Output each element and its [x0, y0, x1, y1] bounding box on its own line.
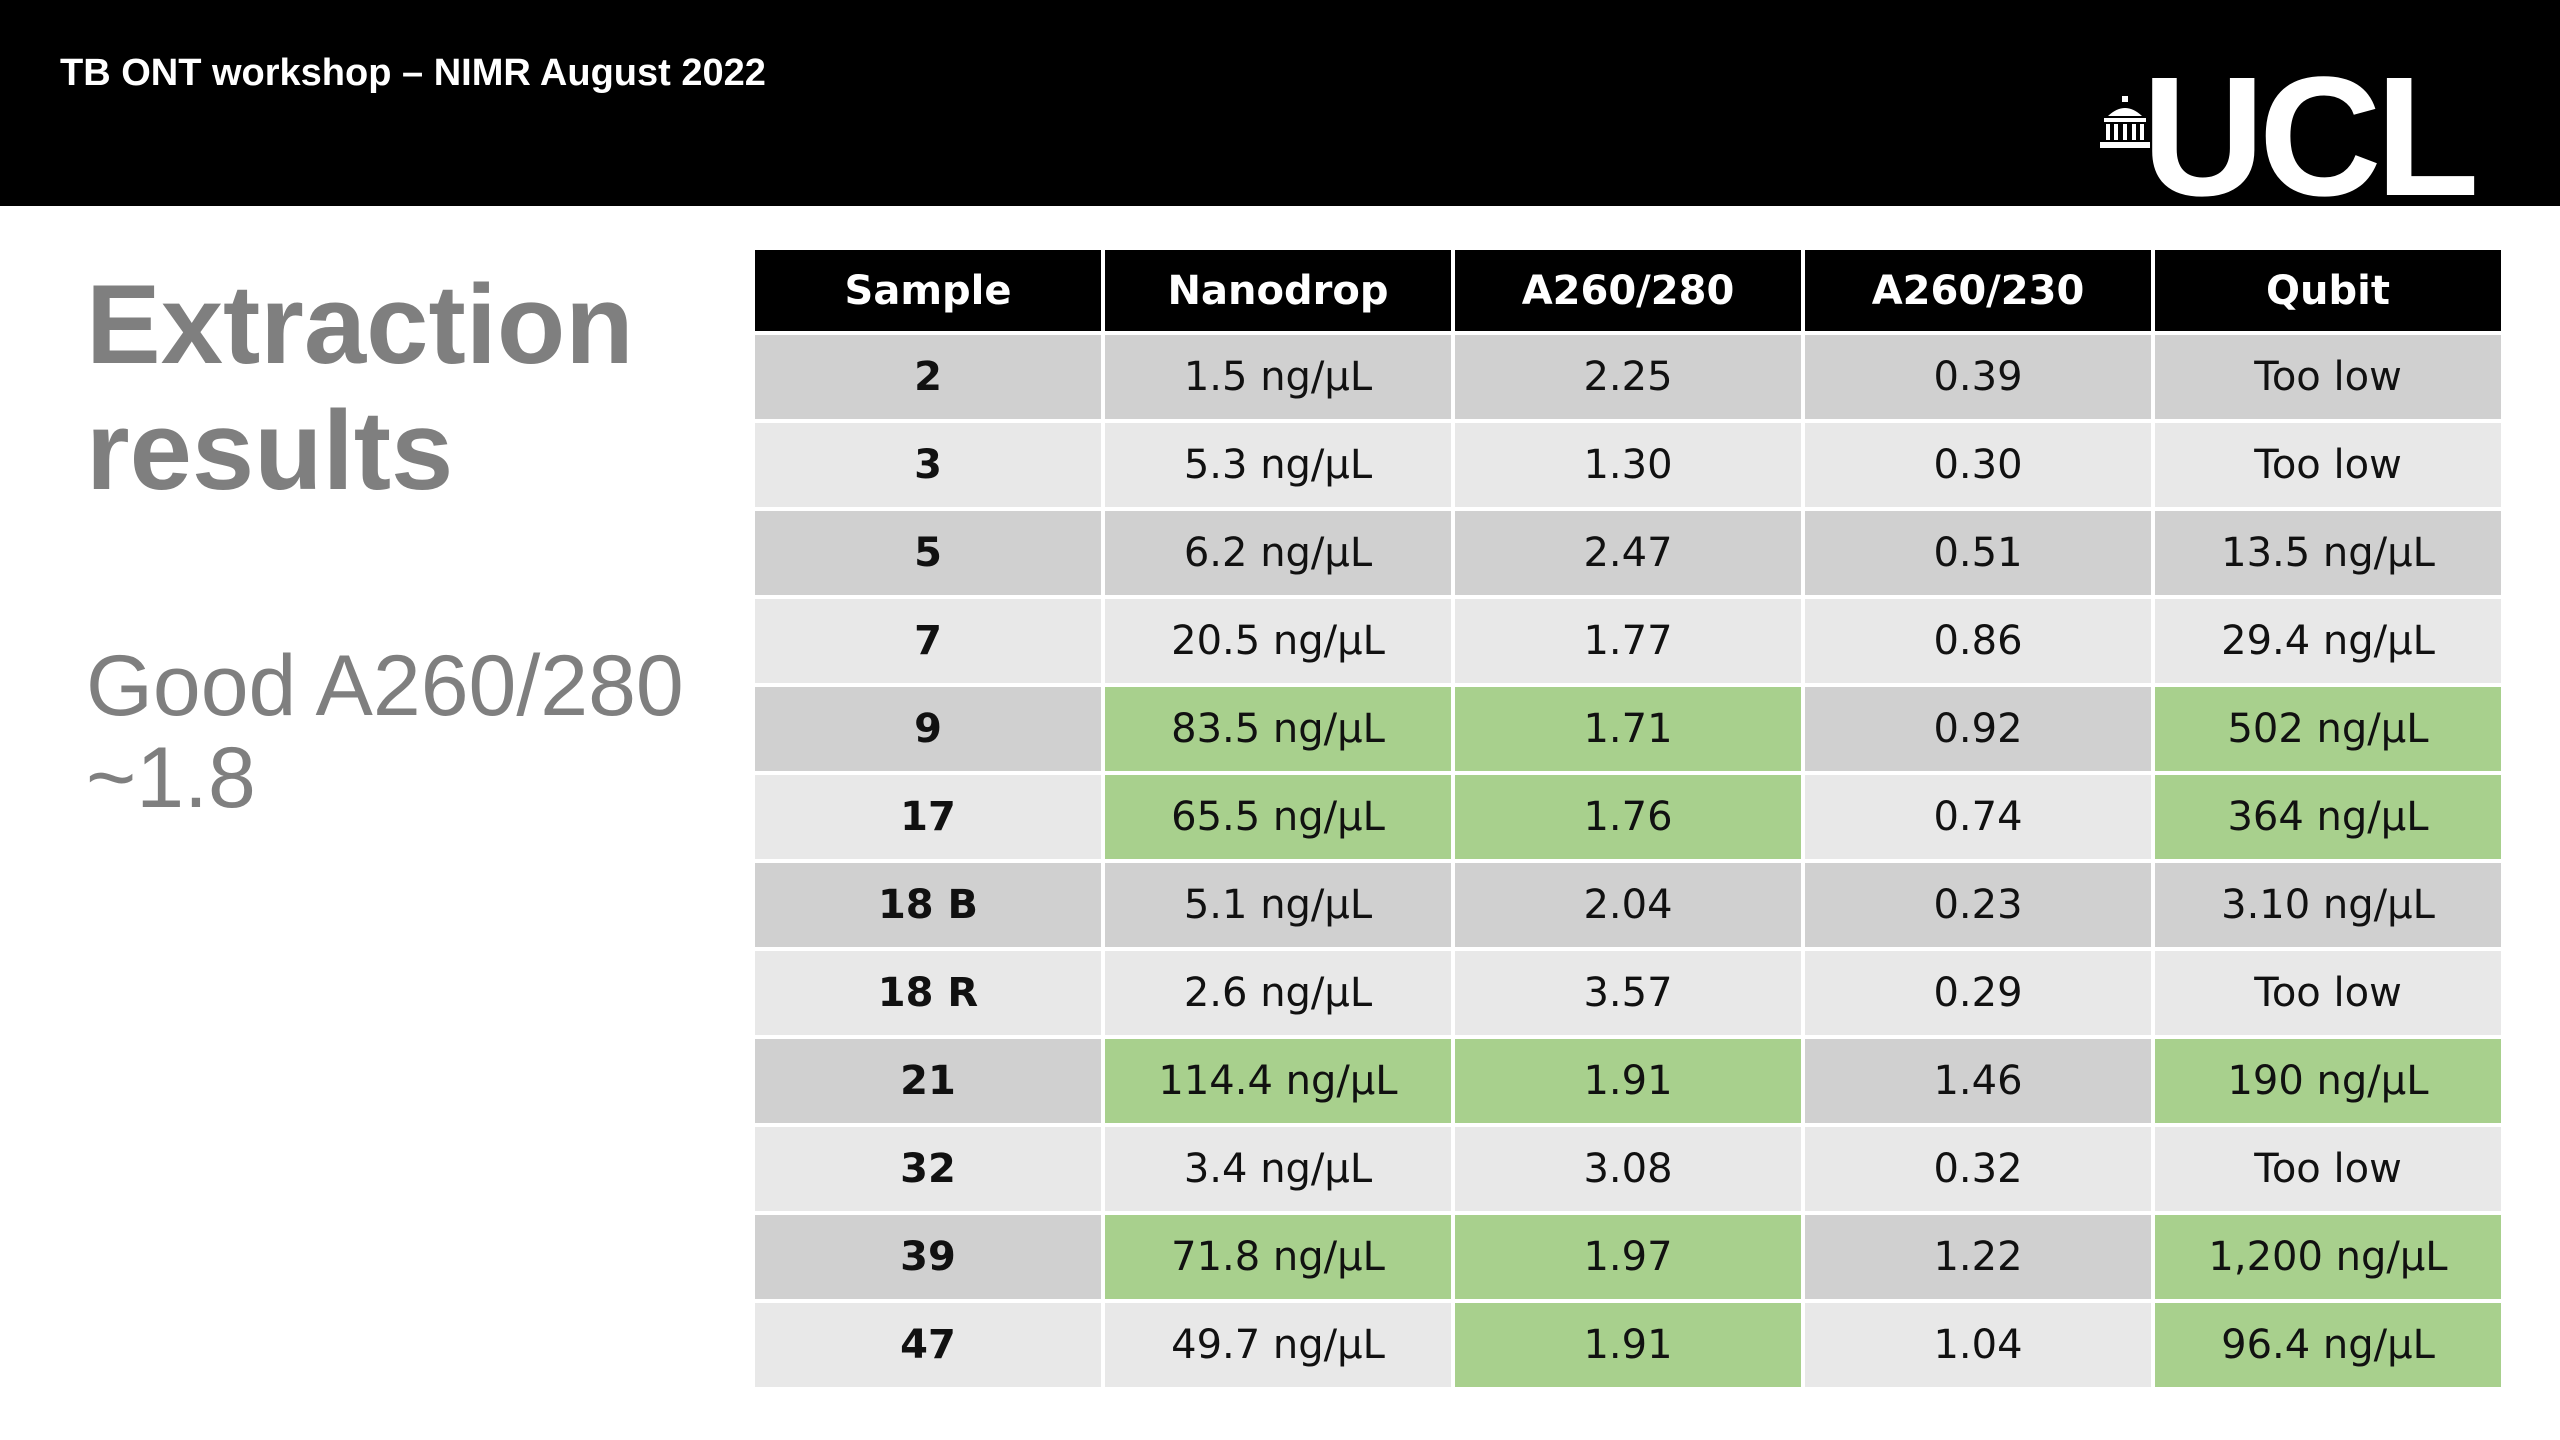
table-row: 3 5.3 ng/µL 1.30 0.30 Too low — [755, 423, 2501, 507]
sample-cell: 2 — [755, 335, 1101, 419]
table-cell: 190 ng/µL — [2155, 1039, 2501, 1123]
table-cell: 1.77 — [1455, 599, 1801, 683]
table-cell: 0.30 — [1805, 423, 2151, 507]
column-header: Nanodrop — [1105, 250, 1451, 331]
table-cell: 5.3 ng/µL — [1105, 423, 1451, 507]
sample-cell: 9 — [755, 687, 1101, 771]
column-header: A260/280 — [1455, 250, 1801, 331]
sample-cell: 7 — [755, 599, 1101, 683]
table-cell: 71.8 ng/µL — [1105, 1215, 1451, 1299]
table-cell: 0.74 — [1805, 775, 2151, 859]
table-cell: 0.23 — [1805, 863, 2151, 947]
table-cell: Too low — [2155, 1127, 2501, 1211]
ucl-logo: UCL — [2100, 52, 2500, 222]
table-cell: 1.04 — [1805, 1303, 2151, 1387]
table-cell: 1.46 — [1805, 1039, 2151, 1123]
table-row: 9 83.5 ng/µL 1.71 0.92 502 ng/µL — [755, 687, 2501, 771]
sample-cell: 3 — [755, 423, 1101, 507]
table-cell: 29.4 ng/µL — [2155, 599, 2501, 683]
table-cell: 20.5 ng/µL — [1105, 599, 1451, 683]
table-cell: Too low — [2155, 951, 2501, 1035]
table-cell: 6.2 ng/µL — [1105, 511, 1451, 595]
table-row: 47 49.7 ng/µL 1.91 1.04 96.4 ng/µL — [755, 1303, 2501, 1387]
table-cell: 3.10 ng/µL — [2155, 863, 2501, 947]
table-cell: 96.4 ng/µL — [2155, 1303, 2501, 1387]
table-cell: 1.5 ng/µL — [1105, 335, 1451, 419]
table-row: 17 65.5 ng/µL 1.76 0.74 364 ng/µL — [755, 775, 2501, 859]
table-cell: 2.6 ng/µL — [1105, 951, 1451, 1035]
table-row: 18 R 2.6 ng/µL 3.57 0.29 Too low — [755, 951, 2501, 1035]
column-header: A260/230 — [1805, 250, 2151, 331]
table-cell: 114.4 ng/µL — [1105, 1039, 1451, 1123]
results-table: Sample Nanodrop A260/280 A260/230 Qubit … — [751, 246, 2505, 1391]
sample-cell: 47 — [755, 1303, 1101, 1387]
table-cell: 2.47 — [1455, 511, 1801, 595]
table-cell: 0.92 — [1805, 687, 2151, 771]
table-row: 18 B 5.1 ng/µL 2.04 0.23 3.10 ng/µL — [755, 863, 2501, 947]
table-row: 21 114.4 ng/µL 1.91 1.46 190 ng/µL — [755, 1039, 2501, 1123]
table-row: 32 3.4 ng/µL 3.08 0.32 Too low — [755, 1127, 2501, 1211]
ucl-logo-text: UCL — [2142, 42, 2479, 232]
table-cell: 0.32 — [1805, 1127, 2151, 1211]
sample-cell: 18 R — [755, 951, 1101, 1035]
sample-cell: 21 — [755, 1039, 1101, 1123]
table-header-row: Sample Nanodrop A260/280 A260/230 Qubit — [755, 250, 2501, 331]
table-cell: 364 ng/µL — [2155, 775, 2501, 859]
slide-title: Extraction results — [86, 262, 634, 513]
table-cell: 1.97 — [1455, 1215, 1801, 1299]
portico-icon — [2100, 96, 2150, 148]
table-row: 2 1.5 ng/µL 2.25 0.39 Too low — [755, 335, 2501, 419]
table-cell: 65.5 ng/µL — [1105, 775, 1451, 859]
header-title: TB ONT workshop – NIMR August 2022 — [60, 52, 766, 94]
table-cell: 1.22 — [1805, 1215, 2151, 1299]
table-cell: 5.1 ng/µL — [1105, 863, 1451, 947]
table-cell: 2.25 — [1455, 335, 1801, 419]
table-cell: 1.30 — [1455, 423, 1801, 507]
sample-cell: 18 B — [755, 863, 1101, 947]
table-cell: 2.04 — [1455, 863, 1801, 947]
sample-cell: 5 — [755, 511, 1101, 595]
table-cell: 3.4 ng/µL — [1105, 1127, 1451, 1211]
sample-cell: 32 — [755, 1127, 1101, 1211]
table-cell: 0.86 — [1805, 599, 2151, 683]
table-cell: 1.91 — [1455, 1303, 1801, 1387]
table-cell: 1.91 — [1455, 1039, 1801, 1123]
table-cell: 502 ng/µL — [2155, 687, 2501, 771]
sample-cell: 39 — [755, 1215, 1101, 1299]
table-cell: 1.71 — [1455, 687, 1801, 771]
table-cell: 1,200 ng/µL — [2155, 1215, 2501, 1299]
table-cell: 13.5 ng/µL — [2155, 511, 2501, 595]
table-row: 39 71.8 ng/µL 1.97 1.22 1,200 ng/µL — [755, 1215, 2501, 1299]
column-header: Qubit — [2155, 250, 2501, 331]
table-cell: 1.76 — [1455, 775, 1801, 859]
slide-note: Good A260/280 ~1.8 — [86, 638, 684, 826]
table-cell: 3.08 — [1455, 1127, 1801, 1211]
table-cell: 0.29 — [1805, 951, 2151, 1035]
table-cell: 49.7 ng/µL — [1105, 1303, 1451, 1387]
sample-cell: 17 — [755, 775, 1101, 859]
table-cell: Too low — [2155, 335, 2501, 419]
table-cell: 83.5 ng/µL — [1105, 687, 1451, 771]
table-cell: 3.57 — [1455, 951, 1801, 1035]
table-cell: 0.39 — [1805, 335, 2151, 419]
table-row: 5 6.2 ng/µL 2.47 0.51 13.5 ng/µL — [755, 511, 2501, 595]
header-bar: TB ONT workshop – NIMR August 2022 UCL — [0, 0, 2560, 222]
table-row: 7 20.5 ng/µL 1.77 0.86 29.4 ng/µL — [755, 599, 2501, 683]
table-cell: Too low — [2155, 423, 2501, 507]
table-cell: 0.51 — [1805, 511, 2151, 595]
column-header: Sample — [755, 250, 1101, 331]
